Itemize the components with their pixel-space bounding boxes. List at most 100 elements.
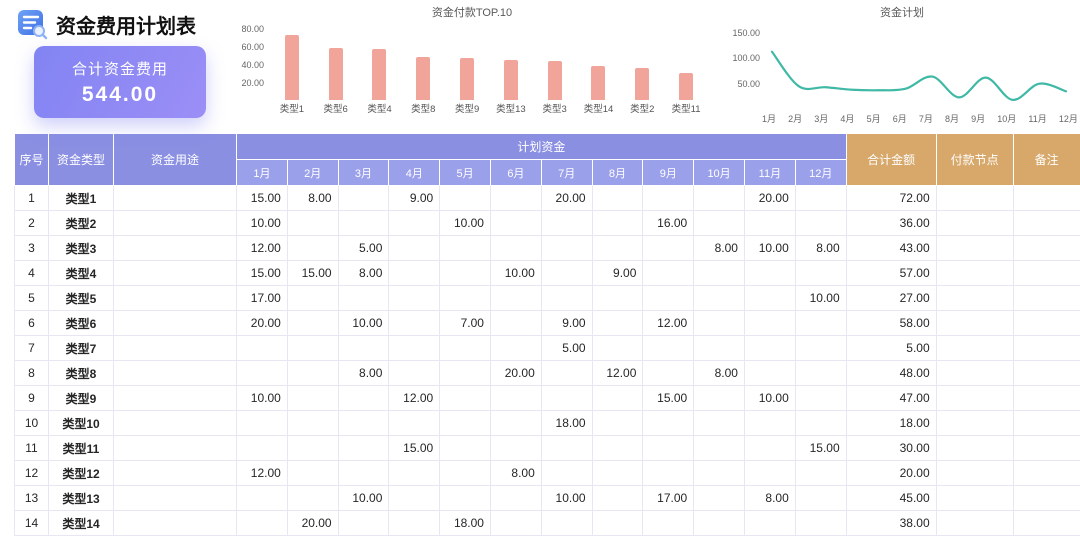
cell-month-amount[interactable]: [643, 511, 694, 536]
cell-month-amount[interactable]: 17.00: [237, 286, 288, 311]
cell-month-amount[interactable]: [694, 286, 745, 311]
cell-month-amount[interactable]: 15.00: [643, 386, 694, 411]
cell-month-amount[interactable]: [237, 411, 288, 436]
cell-month-amount[interactable]: [287, 461, 338, 486]
cell-month-amount[interactable]: [389, 361, 440, 386]
cell-month-amount[interactable]: [490, 436, 541, 461]
cell-month-amount[interactable]: [440, 386, 491, 411]
cell-month-amount[interactable]: [389, 511, 440, 536]
cell-no[interactable]: 14: [15, 511, 49, 536]
cell-month-amount[interactable]: [490, 311, 541, 336]
cell-month-amount[interactable]: [795, 386, 846, 411]
cell-month-amount[interactable]: 8.00: [287, 186, 338, 211]
cell-month-amount[interactable]: 15.00: [389, 436, 440, 461]
cell-month-amount[interactable]: [440, 361, 491, 386]
cell-purpose[interactable]: [114, 386, 237, 411]
cell-month-amount[interactable]: [389, 211, 440, 236]
cell-month-amount[interactable]: [694, 386, 745, 411]
cell-month-amount[interactable]: [338, 186, 389, 211]
cell-note[interactable]: [1013, 336, 1080, 361]
cell-month-amount[interactable]: 8.00: [694, 361, 745, 386]
cell-node[interactable]: [936, 386, 1013, 411]
cell-month-amount[interactable]: [440, 186, 491, 211]
cell-note[interactable]: [1013, 486, 1080, 511]
cell-month-amount[interactable]: [744, 336, 795, 361]
cell-month-amount[interactable]: [389, 336, 440, 361]
cell-month-amount[interactable]: 9.00: [592, 261, 643, 286]
cell-month-amount[interactable]: [643, 411, 694, 436]
cell-note[interactable]: [1013, 236, 1080, 261]
cell-no[interactable]: 6: [15, 311, 49, 336]
cell-month-amount[interactable]: [643, 186, 694, 211]
cell-month-amount[interactable]: [338, 411, 389, 436]
cell-month-amount[interactable]: [744, 511, 795, 536]
cell-purpose[interactable]: [114, 286, 237, 311]
cell-node[interactable]: [936, 186, 1013, 211]
cell-purpose[interactable]: [114, 311, 237, 336]
cell-month-amount[interactable]: [287, 436, 338, 461]
cell-month-amount[interactable]: [490, 486, 541, 511]
cell-type[interactable]: 类型6: [49, 311, 114, 336]
cell-type[interactable]: 类型4: [49, 261, 114, 286]
cell-month-amount[interactable]: 12.00: [389, 386, 440, 411]
cell-month-amount[interactable]: 15.00: [287, 261, 338, 286]
cell-month-amount[interactable]: 12.00: [592, 361, 643, 386]
cell-month-amount[interactable]: [592, 311, 643, 336]
cell-no[interactable]: 12: [15, 461, 49, 486]
cell-total[interactable]: 48.00: [846, 361, 936, 386]
cell-month-amount[interactable]: [237, 361, 288, 386]
cell-note[interactable]: [1013, 361, 1080, 386]
cell-month-amount[interactable]: [287, 361, 338, 386]
cell-month-amount[interactable]: [694, 486, 745, 511]
cell-node[interactable]: [936, 511, 1013, 536]
cell-no[interactable]: 5: [15, 286, 49, 311]
cell-month-amount[interactable]: [389, 261, 440, 286]
cell-total[interactable]: 5.00: [846, 336, 936, 361]
cell-type[interactable]: 类型12: [49, 461, 114, 486]
cell-month-amount[interactable]: [440, 436, 491, 461]
cell-type[interactable]: 类型10: [49, 411, 114, 436]
cell-node[interactable]: [936, 411, 1013, 436]
cell-note[interactable]: [1013, 511, 1080, 536]
cell-purpose[interactable]: [114, 361, 237, 386]
cell-no[interactable]: 13: [15, 486, 49, 511]
cell-month-amount[interactable]: [287, 286, 338, 311]
cell-month-amount[interactable]: [237, 336, 288, 361]
cell-month-amount[interactable]: [287, 411, 338, 436]
cell-month-amount[interactable]: [592, 386, 643, 411]
cell-type[interactable]: 类型11: [49, 436, 114, 461]
cell-month-amount[interactable]: 10.00: [237, 386, 288, 411]
cell-month-amount[interactable]: [744, 211, 795, 236]
cell-month-amount[interactable]: [694, 461, 745, 486]
cell-node[interactable]: [936, 436, 1013, 461]
cell-month-amount[interactable]: 7.00: [440, 311, 491, 336]
cell-month-amount[interactable]: 8.00: [795, 236, 846, 261]
cell-month-amount[interactable]: 10.00: [440, 211, 491, 236]
cell-node[interactable]: [936, 336, 1013, 361]
cell-type[interactable]: 类型5: [49, 286, 114, 311]
cell-month-amount[interactable]: [440, 261, 491, 286]
cell-month-amount[interactable]: [643, 236, 694, 261]
cell-month-amount[interactable]: [541, 386, 592, 411]
cell-month-amount[interactable]: 20.00: [490, 361, 541, 386]
cell-purpose[interactable]: [114, 211, 237, 236]
cell-month-amount[interactable]: 18.00: [541, 411, 592, 436]
cell-total[interactable]: 45.00: [846, 486, 936, 511]
cell-month-amount[interactable]: [541, 436, 592, 461]
cell-month-amount[interactable]: [237, 511, 288, 536]
cell-month-amount[interactable]: 10.00: [338, 311, 389, 336]
cell-month-amount[interactable]: 20.00: [541, 186, 592, 211]
cell-month-amount[interactable]: [643, 286, 694, 311]
cell-month-amount[interactable]: 12.00: [237, 461, 288, 486]
cell-no[interactable]: 8: [15, 361, 49, 386]
cell-month-amount[interactable]: 5.00: [338, 236, 389, 261]
cell-month-amount[interactable]: [338, 461, 389, 486]
cell-month-amount[interactable]: 15.00: [237, 186, 288, 211]
cell-month-amount[interactable]: [287, 311, 338, 336]
cell-month-amount[interactable]: [694, 436, 745, 461]
cell-no[interactable]: 9: [15, 386, 49, 411]
cell-type[interactable]: 类型14: [49, 511, 114, 536]
cell-month-amount[interactable]: [592, 286, 643, 311]
cell-month-amount[interactable]: [237, 486, 288, 511]
cell-month-amount[interactable]: 16.00: [643, 211, 694, 236]
